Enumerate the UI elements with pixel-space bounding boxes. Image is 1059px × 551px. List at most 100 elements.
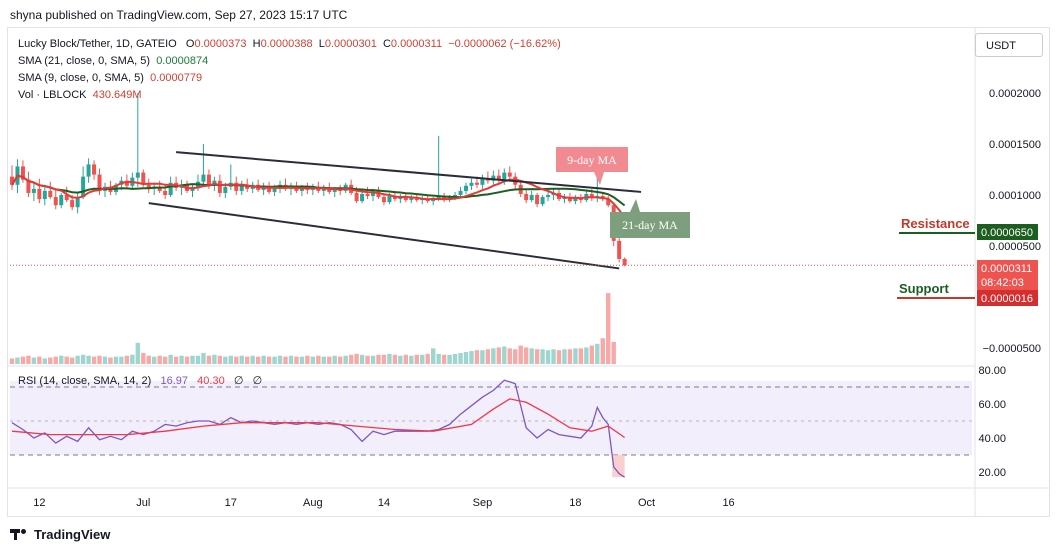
volume-bar (365, 355, 370, 364)
countdown-value: 08:42:03 (981, 277, 1024, 289)
volume-bar (294, 356, 299, 364)
volume-label: Vol · LBLOCK (18, 89, 87, 101)
candle-body (458, 190, 463, 195)
price-tick-label: 0.0002000 (989, 88, 1041, 100)
volume-bar (157, 355, 162, 364)
candle-body (206, 174, 211, 185)
candle-body (81, 176, 86, 198)
volume-bar (502, 346, 507, 364)
volume-bar (37, 356, 42, 364)
footer-brand-label: TradingView (34, 527, 111, 542)
volume-bar (469, 351, 474, 364)
time-tick-label: 14 (378, 497, 390, 509)
volume-bar (173, 356, 179, 364)
candle-body (371, 190, 376, 197)
volume-bar (195, 355, 201, 364)
high-value: 0.0000388 (260, 38, 313, 50)
time-tick-label: 18 (569, 497, 581, 509)
sma21-value: 0.0000874 (156, 55, 209, 67)
candle-body (354, 192, 359, 202)
ma9-callout: 9-day MA (556, 147, 628, 185)
volume-bar (545, 350, 551, 364)
volume-bar (201, 352, 206, 364)
candle-body (299, 187, 304, 191)
support-label: Support (899, 281, 949, 296)
volume-bar (108, 357, 113, 364)
volume-bar (578, 348, 584, 364)
volume-bar (452, 353, 458, 364)
ma21-callout: 21-day MA (610, 199, 690, 238)
volume-bar (540, 349, 545, 364)
rsi-label: RSI (14, close, SMA, 14, 2) (18, 375, 152, 387)
volume-bar (387, 353, 392, 364)
rsi-value: 16.97 (160, 375, 188, 387)
volume-bar (228, 355, 233, 364)
time-tick-label: Aug (303, 497, 323, 509)
rsi-na-2: ∅ (252, 375, 263, 387)
volume-bar (430, 348, 436, 364)
volume-bar (239, 355, 244, 364)
candle-body (529, 195, 534, 201)
volume-bar (48, 357, 53, 364)
candle-body (135, 172, 140, 178)
tradingview-logo-icon (10, 529, 28, 540)
candle-body (567, 197, 572, 202)
open-value: 0.0000373 (194, 38, 247, 50)
volume-bar (261, 355, 266, 364)
candle-body (321, 187, 326, 191)
time-tick-label: 16 (722, 497, 734, 509)
volume-bar (496, 347, 502, 364)
volume-bar (403, 354, 409, 364)
volume-bar (245, 356, 250, 364)
candle-body (223, 186, 228, 193)
volume-bar (206, 355, 212, 364)
candle-body (201, 174, 206, 182)
volume-bar (102, 356, 108, 364)
volume-bar (474, 350, 480, 364)
candle-body (540, 197, 545, 205)
candle-body (59, 195, 64, 206)
rsi-tick-label: 40.00 (978, 433, 1006, 445)
volume-bar (288, 355, 294, 364)
candle-body (64, 195, 69, 201)
change-value: −0.0000062 (−16.62%) (448, 38, 561, 50)
candle-body (267, 186, 272, 192)
candle-body (163, 190, 168, 195)
volume-bar (354, 353, 359, 364)
candle-body (381, 197, 386, 203)
rsi-oversold-fill (612, 455, 625, 478)
chart-legend: Lucky Block/Tether, 1D, GATEIO O0.000037… (18, 36, 561, 104)
axes: 0.0002000 0.0001500 0.0001000 0.0000500 −0.0… (33, 88, 1041, 509)
time-tick-label: Jul (136, 497, 150, 509)
rsi-na-1: ∅ (233, 375, 244, 387)
candle-body (622, 258, 627, 266)
sma21-row: SMA (21, close, 0, SMA, 5) 0.0000874 (18, 53, 561, 70)
volume-bar (485, 349, 491, 364)
last-price-badge: 0.0000311 08:42:03 (977, 260, 1038, 290)
volume-bar (436, 353, 441, 364)
candle-body (48, 190, 53, 198)
candle-body (75, 197, 80, 208)
candle-body (212, 180, 217, 185)
sma9-row: SMA (9, close, 0, SMA, 5) 0.0000779 (18, 70, 561, 87)
time-tick-label: 17 (225, 497, 237, 509)
volume-bar (420, 354, 425, 364)
footer-brand[interactable]: TradingView (10, 527, 110, 542)
candle-body (272, 187, 277, 192)
publisher-line: shyna published on TradingView.com, Sep … (10, 8, 348, 22)
candles (10, 93, 627, 267)
volume-bar (348, 354, 354, 364)
volume-bar (162, 356, 168, 364)
candle-body (387, 196, 392, 203)
support-badge: 0.0000016 (977, 290, 1038, 306)
volume-bar (26, 355, 31, 364)
volume-bar (447, 354, 452, 364)
candle-body (365, 193, 370, 197)
currency-button[interactable]: USDT (975, 33, 1043, 57)
resistance-marker: Resistance (899, 216, 975, 234)
candle-body (92, 164, 97, 175)
candle-body (70, 200, 75, 208)
volume-bar (321, 356, 326, 364)
volume-bar (518, 345, 523, 364)
